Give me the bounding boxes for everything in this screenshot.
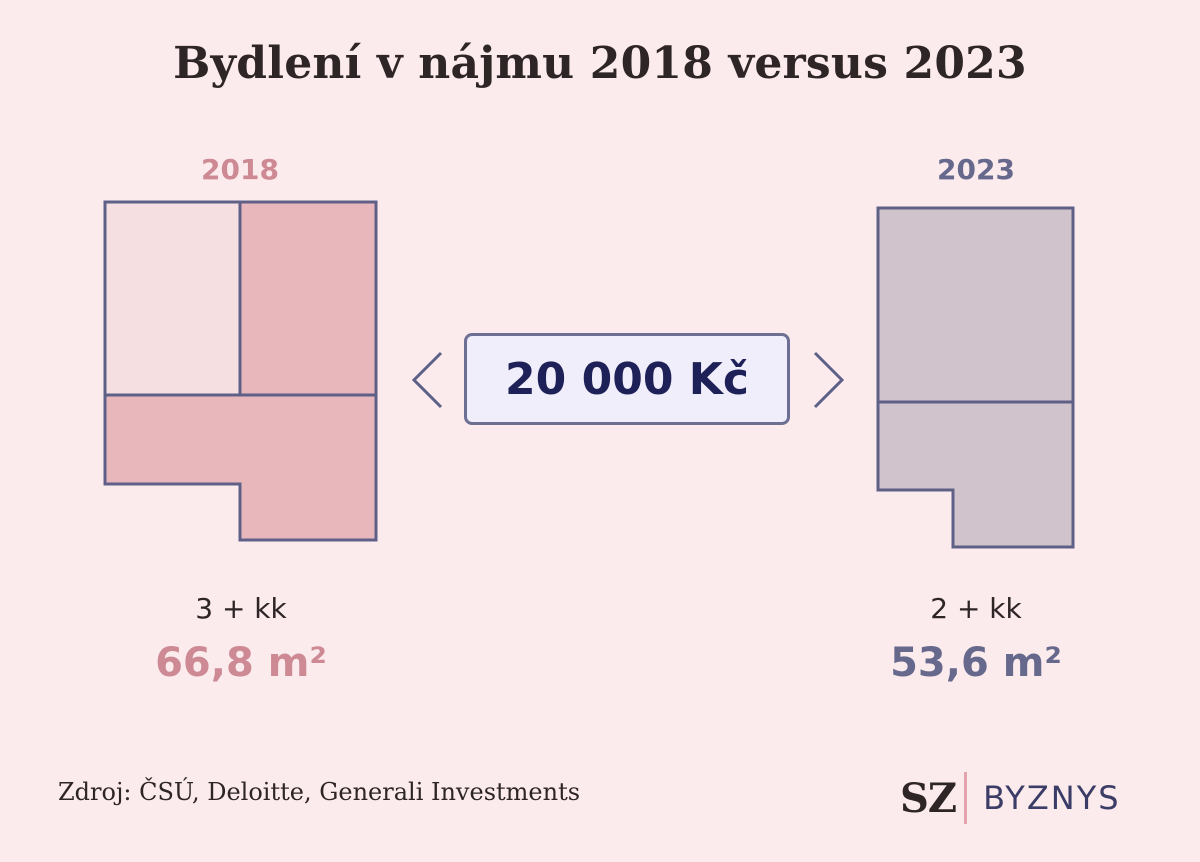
room-2018-a xyxy=(103,200,242,397)
year-label-2018: 2018 xyxy=(201,153,279,186)
room-2023-b xyxy=(876,400,1075,549)
price-label: 20 000 Kč xyxy=(505,353,749,405)
chevron-left-icon xyxy=(411,351,443,409)
area-label-2018: 66,8 m² xyxy=(155,640,327,686)
chart-title: Bydlení v nájmu 2018 versus 2023 xyxy=(173,38,1027,89)
floor-plan-2018 xyxy=(103,200,378,542)
room-2018-b xyxy=(238,200,378,397)
logo-mark: SZ xyxy=(900,774,957,822)
year-label-2023: 2023 xyxy=(937,153,1015,186)
logo-name: BYZNYS xyxy=(983,779,1121,817)
publisher-logo: SZ BYZNYS xyxy=(900,768,1121,828)
floor-plan-2023 xyxy=(876,206,1075,549)
logo-divider xyxy=(964,772,968,824)
source-note: Zdroj: ČSÚ, Deloitte, Generali Investmen… xyxy=(58,778,581,806)
rooms-label-2018: 3 + kk xyxy=(195,592,287,625)
chevron-right-icon xyxy=(813,351,845,409)
area-label-2023: 53,6 m² xyxy=(890,640,1062,686)
room-2018-c xyxy=(103,393,378,542)
rooms-label-2023: 2 + kk xyxy=(930,592,1022,625)
room-2023-a xyxy=(876,206,1075,404)
price-box: 20 000 Kč xyxy=(464,333,790,425)
